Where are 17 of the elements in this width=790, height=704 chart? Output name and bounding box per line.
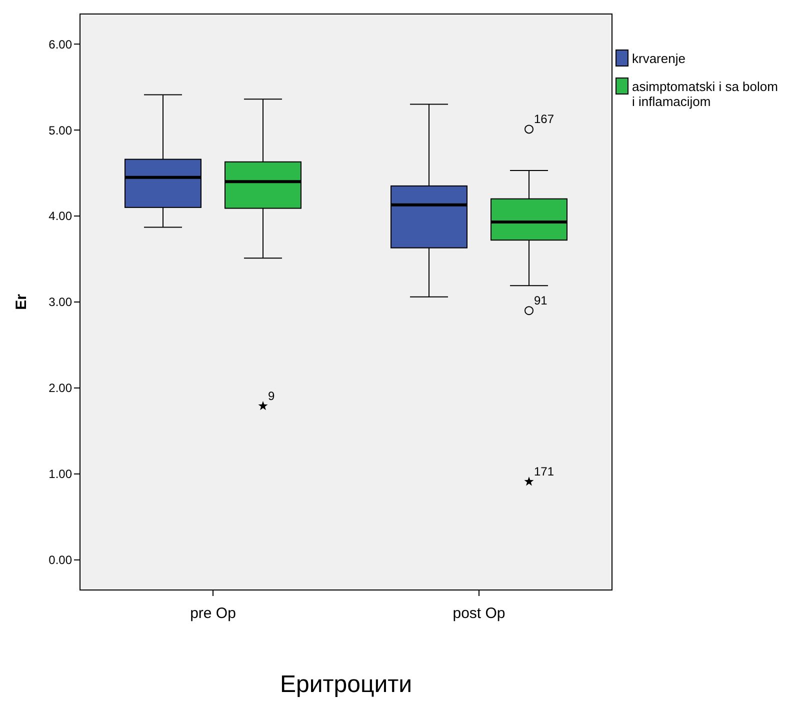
y-tick-label: 1.00 — [48, 467, 72, 482]
annotation: 9 — [268, 389, 275, 404]
annotation: 171 — [534, 464, 554, 479]
legend-label: krvarenje — [632, 51, 686, 66]
y-tick-label: 5.00 — [48, 123, 72, 138]
annotation: 91 — [534, 294, 548, 308]
y-tick-label: 3.00 — [48, 295, 72, 310]
y-tick-label: 6.00 — [48, 37, 72, 52]
x-axis-title: Еритроцити — [280, 671, 412, 698]
x-tick-label: post Op — [452, 605, 506, 622]
y-tick-label: 2.00 — [48, 381, 72, 396]
y-tick-label: 4.00 — [48, 209, 72, 224]
x-tick-label: pre Op — [190, 605, 236, 622]
legend-label: asimptomatski i sa bolom i inflamacijom — [632, 79, 778, 109]
y-tick-label: 0.00 — [48, 553, 72, 568]
y-axis-title: Er — [13, 294, 30, 310]
annotation: 167 — [534, 112, 554, 126]
